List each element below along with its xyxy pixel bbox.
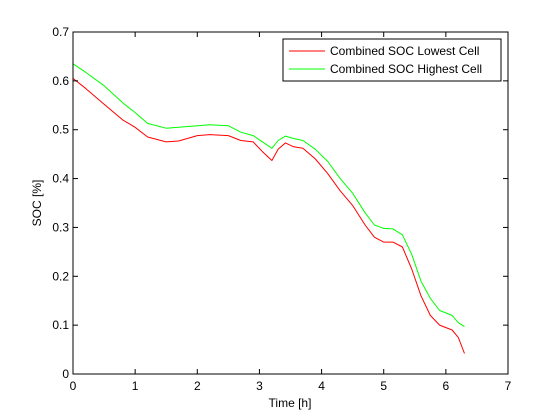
y-tick-label: 0.6 — [52, 74, 69, 88]
axis-ticks: 0 1 2 3 4 5 6 7 0 0.1 0.2 0.3 0.4 0.5 0.6 0.7 — [52, 25, 511, 393]
series-line-lowest-cell — [72, 78, 465, 354]
series-lines — [72, 63, 465, 354]
y-tick-label: 0 — [62, 367, 69, 381]
plot-area — [73, 32, 508, 374]
x-tick-label: 0 — [70, 379, 77, 393]
y-tick-label: 0.5 — [52, 123, 69, 137]
series-line-highest-cell — [72, 63, 465, 328]
legend-label-highest: Combined SOC Highest Cell — [330, 62, 482, 76]
legend-label-lowest: Combined SOC Lowest Cell — [330, 44, 479, 58]
plot-box — [72, 31, 509, 375]
x-tick-label: 6 — [443, 379, 450, 393]
x-axis-label: Time [h] — [269, 396, 312, 410]
x-tick-label: 7 — [505, 379, 512, 393]
x-tick-label: 1 — [132, 379, 139, 393]
x-tick-label: 5 — [380, 379, 387, 393]
y-tick-label: 0.4 — [52, 172, 69, 186]
legend-box — [282, 38, 502, 82]
x-tick-label: 2 — [194, 379, 201, 393]
legend: Combined SOC Lowest Cell Combined SOC Hi… — [282, 38, 502, 82]
y-axis-label: SOC [%] — [30, 180, 44, 227]
x-tick-label: 3 — [256, 379, 263, 393]
y-tick-label: 0.1 — [52, 318, 69, 332]
y-tick-label: 0.3 — [52, 220, 69, 234]
y-tick-label: 0.2 — [52, 269, 69, 283]
y-tick-label: 0.7 — [52, 25, 69, 39]
x-tick-label: 4 — [318, 379, 325, 393]
